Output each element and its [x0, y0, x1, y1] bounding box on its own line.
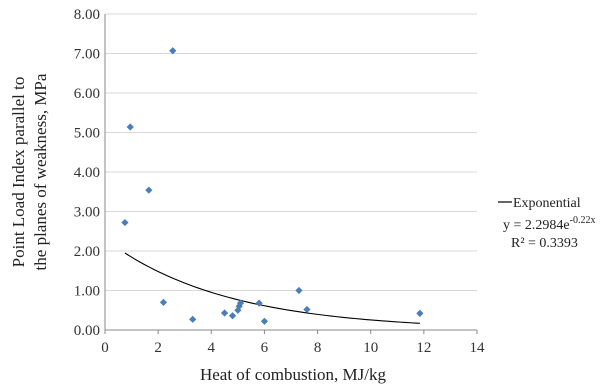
data-point: [295, 286, 303, 295]
y-tick-label: 6.00: [74, 86, 100, 102]
data-point: [189, 315, 197, 323]
data-points: [121, 47, 424, 325]
y-tick-labels: 0.00 1.00 2.00 3.00 4.00 5.00 6.00 7.00 8.00: [74, 7, 100, 339]
y-tick-label: 3.00: [74, 205, 100, 221]
y-tick-label: 4.00: [74, 165, 100, 181]
data-point: [255, 299, 263, 307]
x-tick-label: 0: [101, 340, 109, 356]
exponential-trendline: [124, 252, 420, 324]
data-point: [260, 317, 269, 325]
data-point: [228, 312, 237, 320]
y-tick-label: 8.00: [74, 7, 100, 23]
y-axis-title-line-1: Point Load Index parallel to: [9, 77, 28, 268]
x-tick-label: 14: [470, 340, 486, 356]
data-point: [145, 186, 153, 194]
gridlines: [105, 13, 477, 291]
y-tick-label: 5.00: [74, 126, 100, 142]
x-tick-label: 2: [154, 340, 162, 356]
data-point: [169, 47, 177, 55]
axes: [104, 14, 477, 331]
x-tick-label: 8: [314, 340, 322, 356]
data-point: [416, 309, 424, 318]
x-tick-label: 12: [416, 340, 431, 356]
y-tick-label: 7.00: [74, 47, 100, 63]
legend: Exponential y = 2.2984e-0.22x R² = 0.339…: [498, 196, 595, 251]
y-tick-label: 1.00: [74, 284, 100, 300]
legend-entry-label: Exponential: [513, 196, 581, 211]
y-tick-label: 0.00: [74, 323, 100, 339]
x-tick-label: 6: [261, 340, 269, 356]
x-tick-labels: 0 2 4 6 8 10 12 14: [101, 330, 485, 356]
x-tick-label: 10: [363, 340, 378, 356]
data-point: [121, 218, 129, 227]
x-tick-label: 4: [208, 340, 216, 356]
x-axis-title: Heat of combustion, MJ/kg: [200, 365, 387, 384]
trendline-equation: y = 2.2984e-0.22x: [503, 215, 595, 233]
data-point: [126, 123, 134, 131]
data-point: [159, 298, 168, 306]
y-tick-label: 2.00: [74, 244, 100, 260]
data-point: [236, 299, 245, 307]
trendline-r-squared: R² = 0.3393: [511, 236, 578, 251]
y-axis-title-line-2: the planes of weakness, MPa: [31, 73, 50, 270]
data-point: [303, 305, 311, 314]
data-point: [220, 309, 229, 317]
